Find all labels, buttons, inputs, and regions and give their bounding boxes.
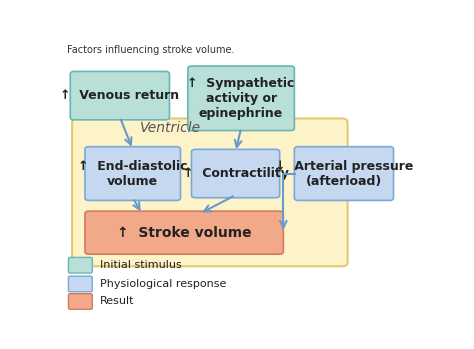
FancyBboxPatch shape [188, 66, 294, 131]
Text: ↑  Sympathetic
activity or
epinephrine: ↑ Sympathetic activity or epinephrine [187, 77, 295, 120]
Text: Physiological response: Physiological response [100, 279, 226, 289]
Text: ↑  End-diastolic
volume: ↑ End-diastolic volume [78, 159, 188, 187]
FancyBboxPatch shape [191, 149, 280, 198]
Text: ↑  Contractility: ↑ Contractility [182, 167, 289, 180]
Text: ↓  Arterial pressure
(afterload): ↓ Arterial pressure (afterload) [275, 159, 413, 187]
FancyBboxPatch shape [294, 147, 393, 200]
Text: Initial stimulus: Initial stimulus [100, 260, 182, 270]
FancyBboxPatch shape [68, 294, 92, 309]
Text: ↑  Stroke volume: ↑ Stroke volume [117, 226, 252, 240]
FancyBboxPatch shape [68, 276, 92, 292]
FancyBboxPatch shape [72, 118, 347, 266]
FancyBboxPatch shape [68, 258, 92, 273]
FancyBboxPatch shape [70, 72, 170, 120]
Text: ↑  Venous return: ↑ Venous return [60, 89, 180, 102]
Text: Result: Result [100, 296, 134, 306]
Text: Ventricle: Ventricle [140, 121, 201, 135]
FancyBboxPatch shape [85, 147, 181, 200]
Text: Factors influencing stroke volume.: Factors influencing stroke volume. [66, 45, 234, 54]
FancyBboxPatch shape [85, 211, 283, 254]
